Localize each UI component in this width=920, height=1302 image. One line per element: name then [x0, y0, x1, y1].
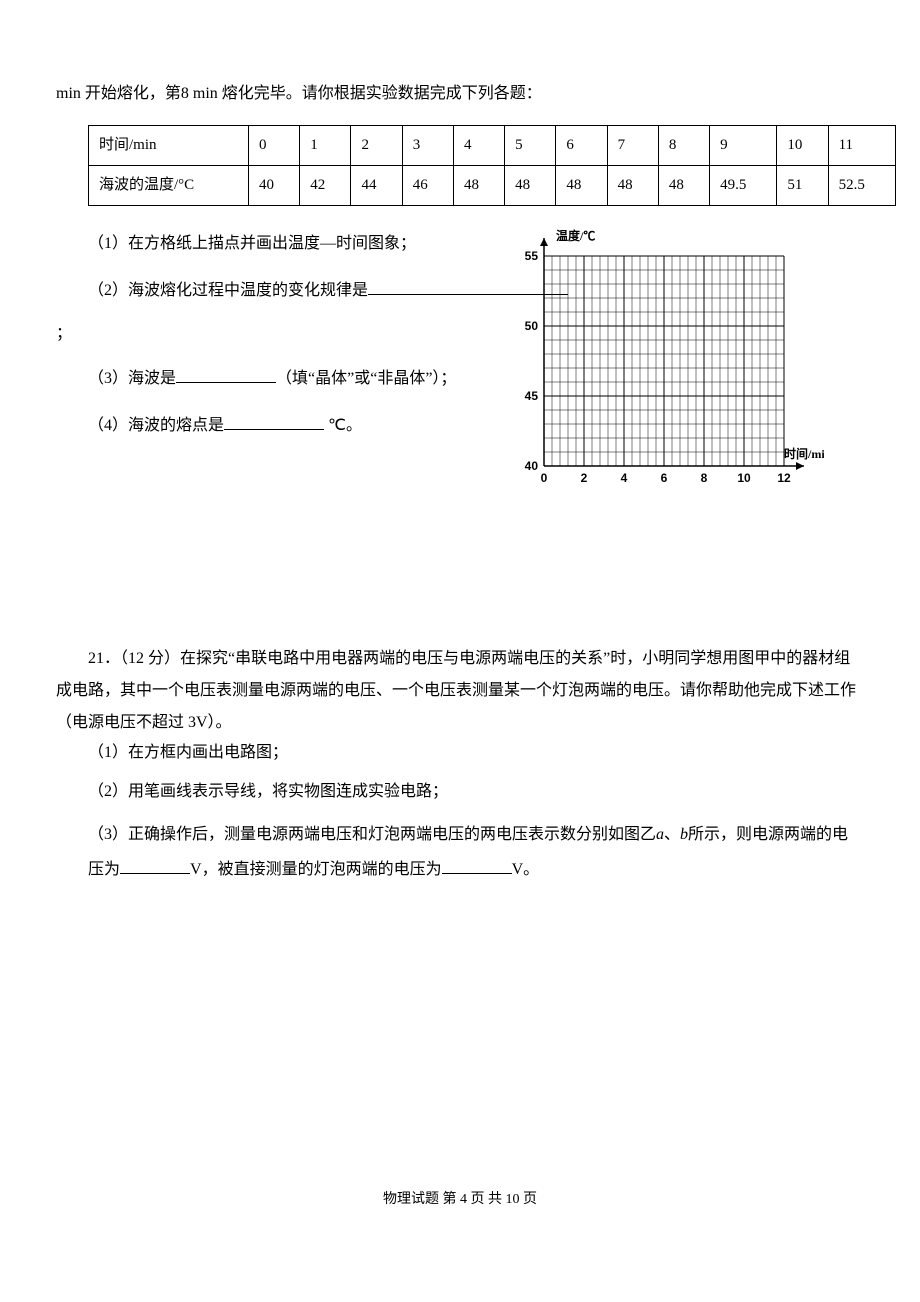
- label-b: b: [680, 826, 688, 843]
- q21-intro: 21．（12 分）在探究“串联电路中用电器两端的电压与电源两端电压的关系”时，小…: [56, 643, 864, 739]
- table-cell: 48: [453, 165, 504, 205]
- blank-fill[interactable]: [120, 858, 190, 874]
- sep: 、: [664, 826, 680, 843]
- q21-3-prefix: （3）正确操作后，测量电源两端电压和灯泡两端电压的两电压表示数分别如图乙: [88, 826, 656, 843]
- grid-chart: 55 50 45 400 2 4 6 8 10 12 温度/℃ 时间/min: [514, 226, 824, 507]
- table-cell: 42: [300, 165, 351, 205]
- svg-text:0: 0: [541, 471, 548, 485]
- table-data-row: 海波的温度/°C 40 42 44 46 48 48 48 48 48 49.5…: [89, 165, 896, 205]
- svg-text:10: 10: [737, 471, 751, 485]
- table-cell: 2: [351, 125, 402, 165]
- table-cell: 49.5: [710, 165, 777, 205]
- intro-text: min 开始熔化，第8 min 熔化完毕。请你根据实验数据完成下列各题：: [56, 80, 864, 109]
- table-cell: 9: [710, 125, 777, 165]
- table-cell: 4: [453, 125, 504, 165]
- row-header: 海波的温度/°C: [89, 165, 249, 205]
- table-cell: 48: [607, 165, 658, 205]
- label-a: a: [656, 826, 664, 843]
- table-cell: 46: [402, 165, 453, 205]
- table-cell: 52.5: [828, 165, 895, 205]
- q21-1: （1）在方框内画出电路图；: [88, 739, 864, 768]
- table-cell: 1: [300, 125, 351, 165]
- blank-fill[interactable]: [224, 414, 324, 430]
- table-cell: 0: [249, 125, 300, 165]
- svg-text:时间/min: 时间/min: [784, 446, 824, 461]
- table-cell: 40: [249, 165, 300, 205]
- svg-text:40: 40: [525, 459, 539, 473]
- svg-text:12: 12: [777, 471, 791, 485]
- table-cell: 6: [556, 125, 607, 165]
- table-cell: 44: [351, 165, 402, 205]
- q21-3-suffix1: V，被直接测量的灯泡两端的电压为: [190, 861, 442, 878]
- chart-text-wrapper: （1）在方格纸上描点并画出温度—时间图象； （2）海波熔化过程中温度的变化规律是…: [56, 226, 864, 444]
- svg-text:8: 8: [701, 471, 708, 485]
- svg-text:45: 45: [525, 389, 539, 403]
- q21-3-suffix2: V。: [512, 861, 540, 878]
- table-cell: 48: [658, 165, 709, 205]
- table-cell: 3: [402, 125, 453, 165]
- page-footer: 物理试题 第 4 页 共 10 页: [56, 1187, 864, 1212]
- q2-prefix: （2）海波熔化过程中温度的变化规律是: [88, 282, 368, 299]
- svg-text:4: 4: [621, 471, 628, 485]
- svg-text:6: 6: [661, 471, 668, 485]
- q3-prefix: （3）海波是: [88, 370, 176, 387]
- table-cell: 8: [658, 125, 709, 165]
- q21-2: （2）用笔画线表示导线，将实物图连成实验电路；: [88, 778, 864, 807]
- table-cell: 48: [556, 165, 607, 205]
- blank-fill[interactable]: [442, 858, 512, 874]
- q4-suffix: ℃。: [324, 417, 362, 434]
- svg-text:55: 55: [525, 249, 539, 263]
- table-cell: 11: [828, 125, 895, 165]
- table-cell: 10: [777, 125, 828, 165]
- grid-svg: 55 50 45 400 2 4 6 8 10 12 温度/℃ 时间/min: [514, 226, 824, 496]
- svg-text:50: 50: [525, 319, 539, 333]
- row-header: 时间/min: [89, 125, 249, 165]
- svg-text:温度/℃: 温度/℃: [556, 228, 595, 243]
- blank-fill[interactable]: [176, 367, 276, 383]
- table-cell: 7: [607, 125, 658, 165]
- q4-prefix: （4）海波的熔点是: [88, 417, 224, 434]
- q21-3: （3）正确操作后，测量电源两端电压和灯泡两端电压的两电压表示数分别如图乙a、b所…: [88, 817, 864, 887]
- svg-text:2: 2: [581, 471, 588, 485]
- q3-suffix: （填“晶体”或“非晶体”）；: [276, 370, 456, 387]
- data-table: 时间/min 0 1 2 3 4 5 6 7 8 9 10 11 海波的温度/°…: [88, 125, 896, 206]
- table-header-row: 时间/min 0 1 2 3 4 5 6 7 8 9 10 11: [89, 125, 896, 165]
- table-cell: 48: [505, 165, 556, 205]
- table-cell: 5: [505, 125, 556, 165]
- table-cell: 51: [777, 165, 828, 205]
